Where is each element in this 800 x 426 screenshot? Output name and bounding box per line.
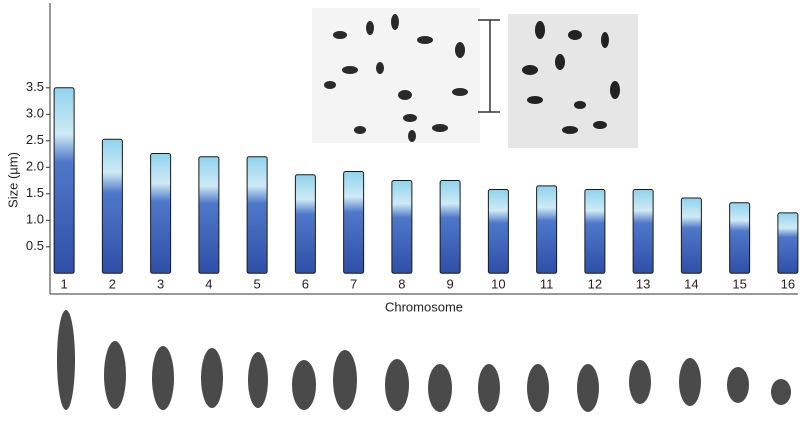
chromosome-bar	[729, 202, 751, 274]
y-tick-label: 1.5	[26, 185, 44, 200]
chromosome-bar	[487, 189, 509, 274]
y-tick-label: 0.5	[26, 238, 44, 253]
x-tick-label: 16	[781, 276, 795, 291]
x-tick-label: 14	[684, 276, 698, 291]
chromosome-bar	[632, 189, 654, 274]
y-tick-label: 3.5	[26, 79, 44, 94]
x-tick-label: 13	[636, 276, 650, 291]
y-tick-label: 1.0	[26, 212, 44, 227]
x-tick-label: 15	[732, 276, 746, 291]
micrograph-right	[508, 14, 638, 148]
x-tick-label: 10	[491, 276, 505, 291]
y-tick-label: 3.0	[26, 106, 44, 121]
chromosome-bar	[101, 138, 123, 274]
x-tick-label: 5	[254, 276, 261, 291]
chromosome-bar	[246, 156, 268, 274]
x-axis-label: Chromosome	[385, 299, 463, 314]
chromosome-bar	[198, 156, 220, 274]
chromosome-bar	[680, 197, 702, 274]
chromosome-bar	[391, 180, 413, 274]
y-tick-label: 2.0	[26, 159, 44, 174]
x-tick-label: 11	[540, 276, 554, 291]
chromosome-images	[57, 310, 791, 412]
chromosome-bar	[53, 87, 75, 274]
x-tick-label: 12	[588, 276, 602, 291]
chromosome-bar	[777, 212, 799, 274]
chromosome-bar	[150, 153, 172, 274]
y-axis-label: Size (µm)	[5, 152, 20, 208]
x-tick-label: 2	[109, 276, 116, 291]
x-tick-label: 4	[205, 276, 212, 291]
chromosome-bar	[439, 180, 461, 274]
y-tick-label: 2.5	[26, 132, 44, 147]
chromosome-bar	[294, 174, 316, 274]
x-tick-label: 8	[398, 276, 405, 291]
x-tick-label: 3	[157, 276, 164, 291]
chromosome-bar	[536, 185, 558, 274]
x-tick-label: 9	[447, 276, 454, 291]
x-tick-label: 6	[302, 276, 309, 291]
chromosome-bar	[343, 171, 365, 274]
micrograph-left	[312, 8, 480, 143]
chromosome-bar	[584, 189, 606, 274]
x-tick-label: 7	[350, 276, 357, 291]
x-tick-label: 1	[61, 276, 68, 291]
